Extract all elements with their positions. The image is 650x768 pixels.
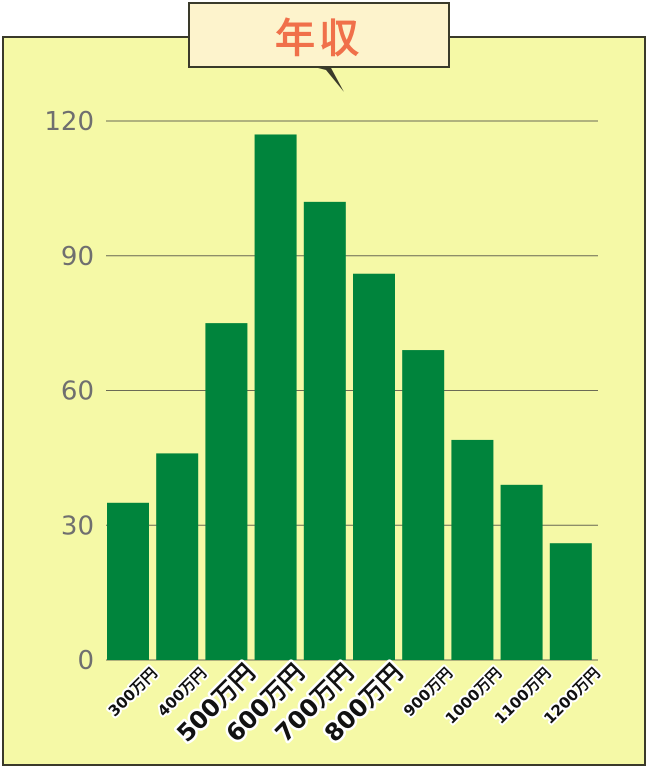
bar-6 — [402, 350, 445, 660]
x-category-label: 300万円 — [105, 664, 161, 720]
title-callout-pointer — [310, 66, 344, 92]
bar-7 — [451, 439, 494, 660]
bar-8 — [500, 484, 543, 660]
bars — [107, 134, 592, 661]
bar-5 — [353, 273, 395, 660]
y-tick-label: 0 — [77, 646, 94, 676]
y-tick-label: 30 — [61, 511, 94, 541]
title-box: 年収 — [188, 2, 450, 68]
x-axis-labels: 300万円400万円500万円600万円700万円800万円900万円1000万… — [103, 656, 606, 750]
y-tick-label: 60 — [61, 377, 94, 407]
bar-3 — [254, 134, 297, 661]
y-tick-label: 120 — [44, 107, 94, 137]
bar-9 — [549, 543, 592, 660]
bar-4 — [303, 201, 346, 660]
bar-2 — [205, 323, 248, 660]
y-tick-label: 90 — [61, 242, 94, 272]
chart-title: 年収 — [275, 16, 363, 62]
y-axis-ticks: 0 30 60 90 120 — [44, 107, 94, 676]
bar-0 — [107, 502, 149, 660]
bar-1 — [156, 453, 199, 660]
